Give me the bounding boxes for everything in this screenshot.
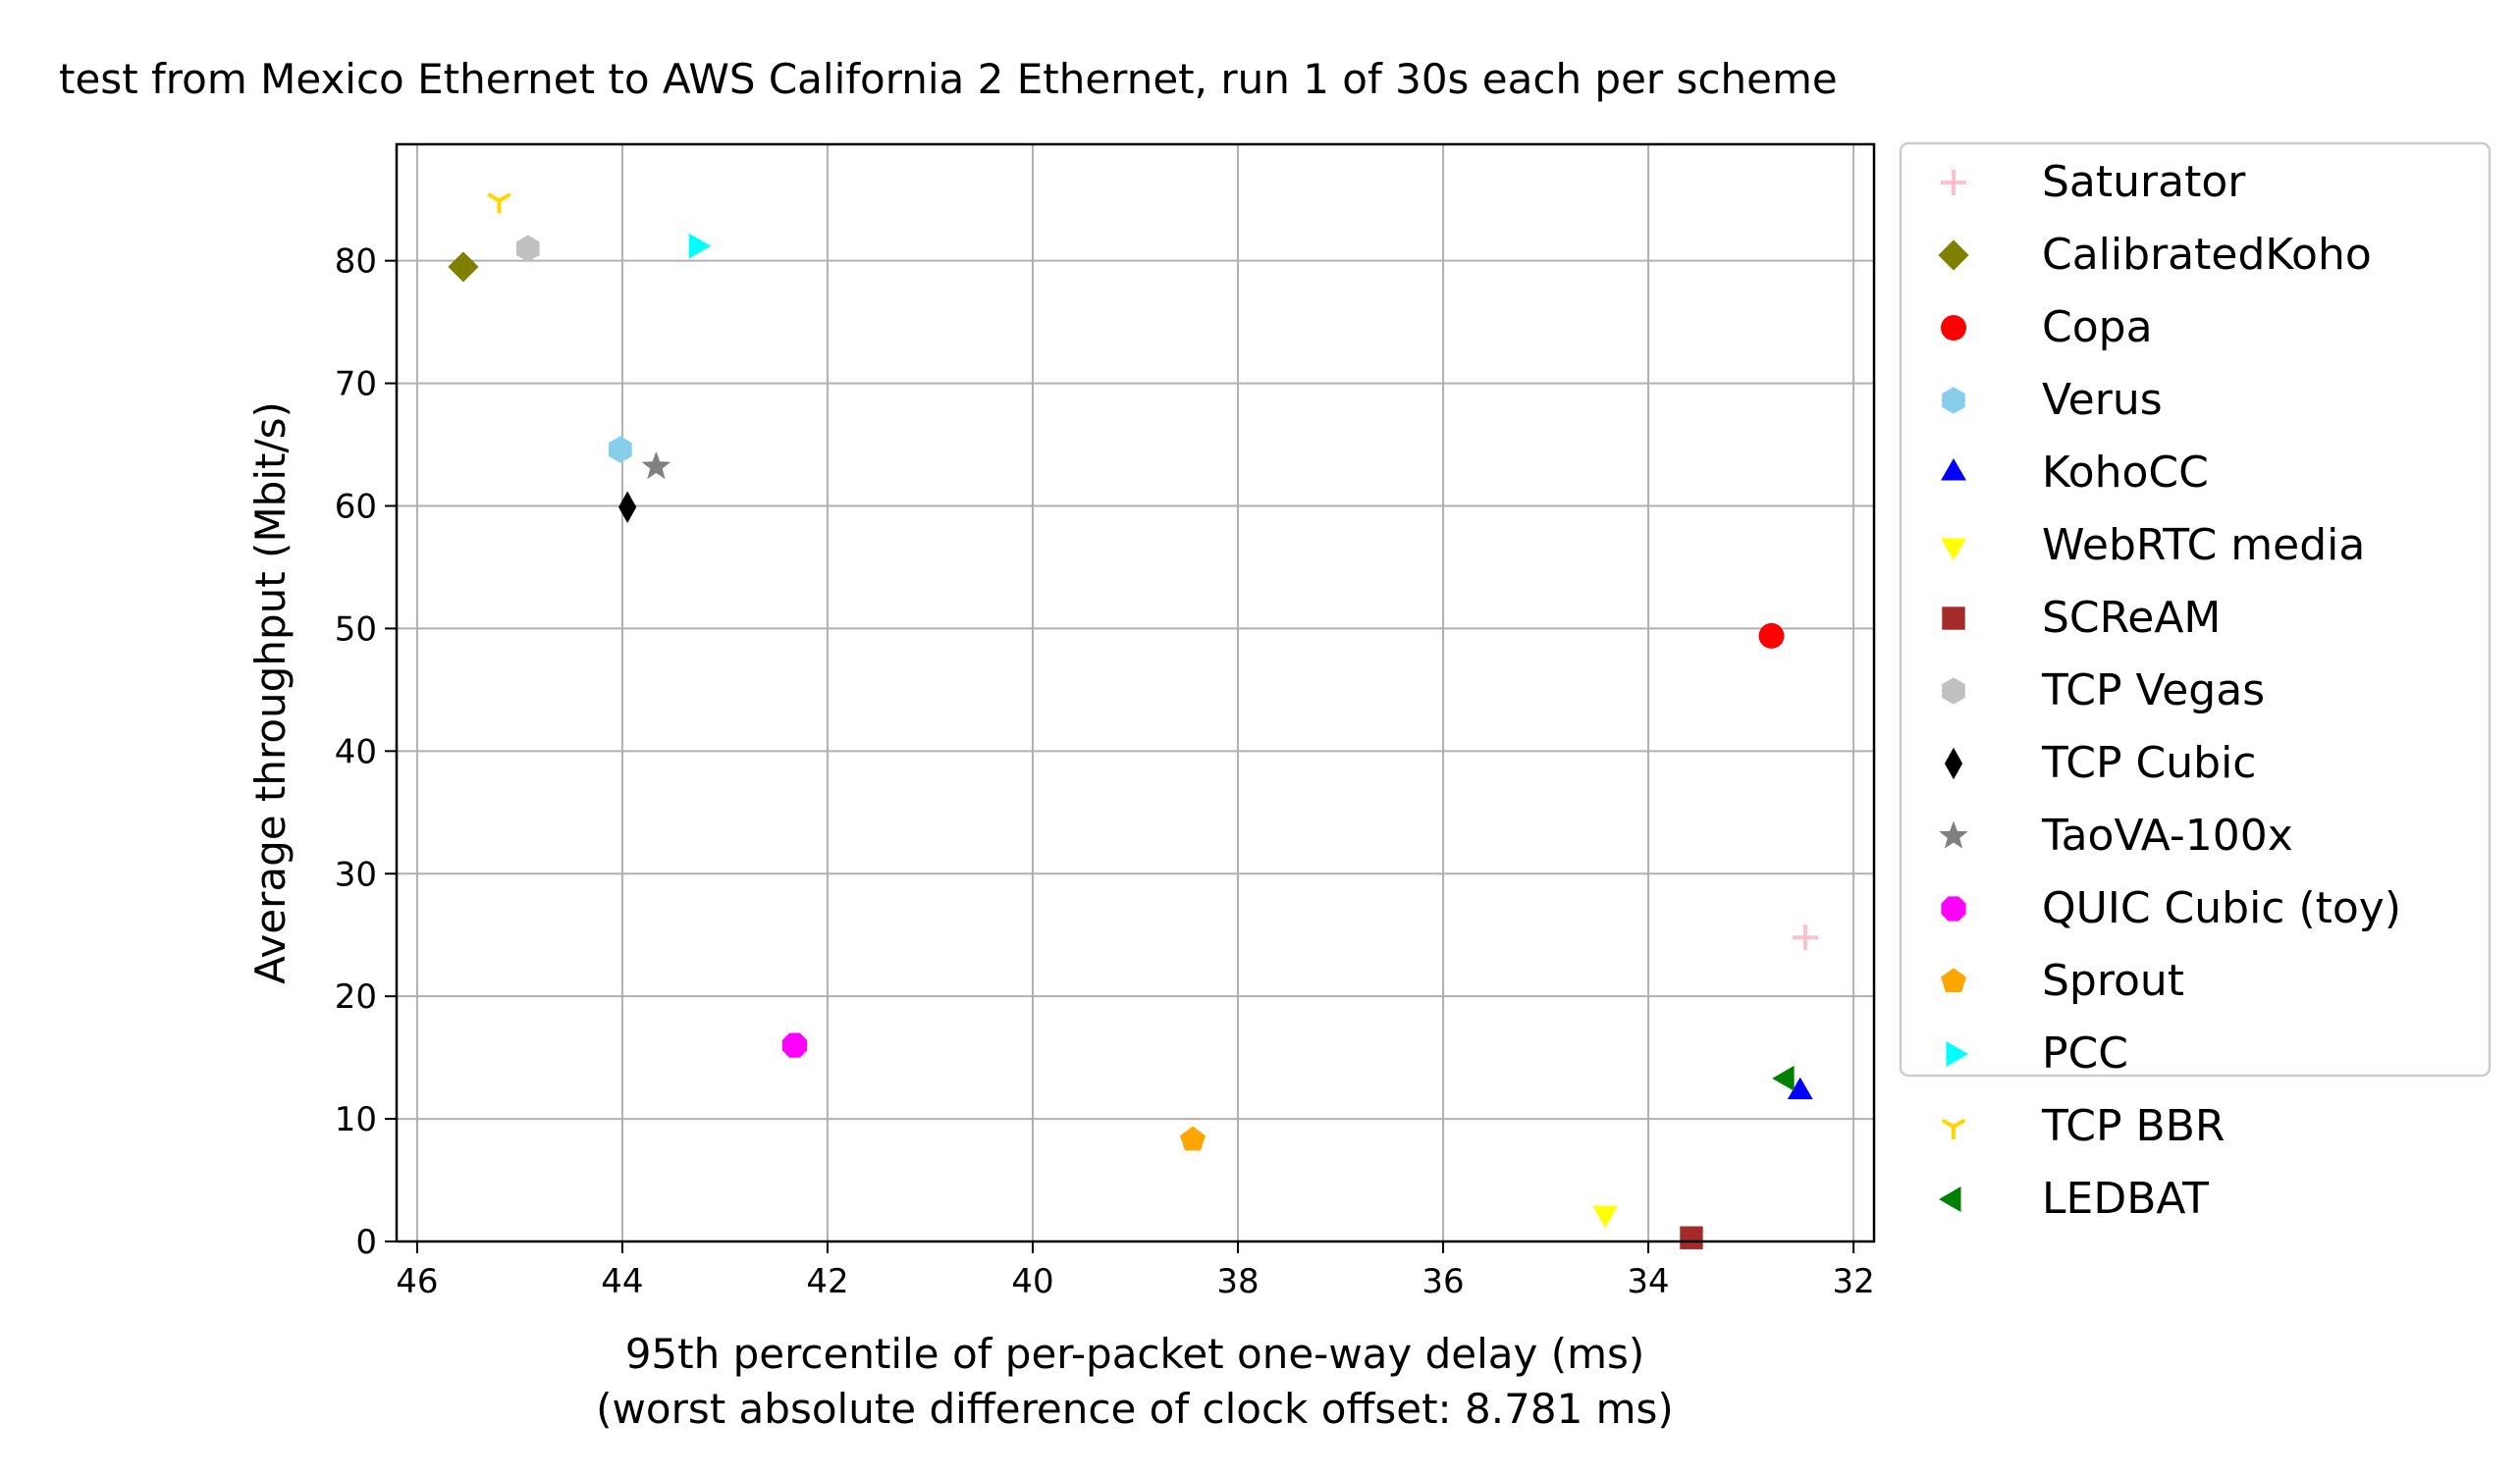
y-axis-ticks: 0 10 20 30 40 50 60 70 80	[335, 242, 397, 1262]
legend-marker	[1941, 538, 1966, 560]
legend-marker	[1941, 170, 1966, 195]
data-point	[1772, 1065, 1795, 1091]
y-tick-label: 70	[335, 365, 377, 404]
y-tick-label: 0	[355, 1223, 377, 1262]
y-axis-label: Average throughput (Mbit/s)	[246, 401, 295, 984]
data-point	[1792, 924, 1818, 951]
data-point	[609, 436, 632, 463]
legend-marker	[1939, 1187, 1961, 1212]
grid	[397, 144, 1874, 1242]
legend-marker	[1941, 315, 1966, 341]
x-tick-label: 42	[806, 1262, 848, 1301]
legend-label: Verus	[2042, 375, 2163, 425]
data-point	[781, 1032, 808, 1058]
x-axis-label: 95th percentile of per-packet one-way de…	[625, 1330, 1645, 1378]
y-tick-label: 10	[335, 1100, 377, 1139]
legend-label: PCC	[2042, 1029, 2128, 1079]
y-tick-label: 30	[335, 855, 377, 894]
x-tick-label: 40	[1011, 1262, 1053, 1301]
x-tick-label: 34	[1627, 1262, 1669, 1301]
data-point	[688, 233, 712, 259]
plot-area-frame	[395, 142, 1876, 1243]
legend-label: LEDBAT	[2042, 1174, 2209, 1224]
x-tick-label: 32	[1832, 1262, 1874, 1301]
chart-title: test from Mexico Ethernet to AWS Califor…	[59, 55, 1838, 103]
legend-marker	[1938, 239, 1969, 271]
legend-marker	[1939, 820, 1968, 849]
legend-label: CalibratedKoho	[2042, 230, 2372, 280]
legend-label: WebRTC media	[2042, 520, 2365, 570]
legend-label: Copa	[2042, 302, 2153, 352]
legend-marker	[1941, 458, 1966, 481]
legend-label: TCP BBR	[2041, 1101, 2225, 1151]
legend-marker	[1944, 747, 1963, 780]
legend-label: TCP Cubic	[2041, 738, 2257, 788]
legend-label: TaoVA-100x	[2041, 811, 2293, 861]
legend-marker	[1942, 677, 1965, 705]
legend-label: SCReAM	[2042, 593, 2221, 643]
y-tick-label: 60	[335, 488, 377, 527]
x-tick-label: 44	[601, 1262, 643, 1301]
y-tick-label: 80	[335, 242, 377, 282]
y-tick-label: 50	[335, 609, 377, 649]
x-tick-label: 36	[1421, 1262, 1464, 1301]
legend-label: QUIC Cubic (toy)	[2042, 883, 2401, 933]
x-tick-label: 46	[396, 1262, 438, 1301]
data-point	[1680, 1226, 1703, 1249]
legend-marker	[1942, 607, 1965, 630]
data-point	[641, 450, 671, 480]
legend-marker	[1941, 896, 1966, 922]
legend-marker	[1941, 968, 1966, 993]
y-tick-label: 20	[335, 977, 377, 1017]
data-point	[618, 491, 637, 524]
data-point	[1787, 1077, 1813, 1100]
legend-frame	[1899, 141, 2492, 1078]
data-points	[448, 192, 1818, 1249]
legend-marker	[1942, 387, 1965, 414]
data-point	[515, 235, 540, 262]
legend: Saturator CalibratedKoho Copa Verus KohoCC We…	[1899, 141, 2492, 1224]
legend-label: TCP Vegas	[2041, 665, 2265, 715]
legend-label: Saturator	[2042, 157, 2246, 207]
legend-marker	[1941, 1118, 1966, 1139]
x-axis-ticks: 46 44 42 40 38 36 34 32	[396, 1241, 1875, 1301]
x-axis-label-line2: (worst absolute difference of clock offs…	[596, 1385, 1674, 1433]
legend-label: KohoCC	[2042, 448, 2209, 498]
data-point	[1592, 1205, 1619, 1229]
data-point	[1758, 622, 1785, 649]
data-point	[487, 192, 511, 214]
y-tick-label: 40	[335, 732, 377, 771]
legend-label: Sprout	[2042, 956, 2184, 1006]
legend-marker	[1946, 1041, 1968, 1067]
data-point	[448, 251, 479, 283]
x-tick-label: 38	[1216, 1262, 1259, 1301]
data-point	[1180, 1126, 1206, 1151]
